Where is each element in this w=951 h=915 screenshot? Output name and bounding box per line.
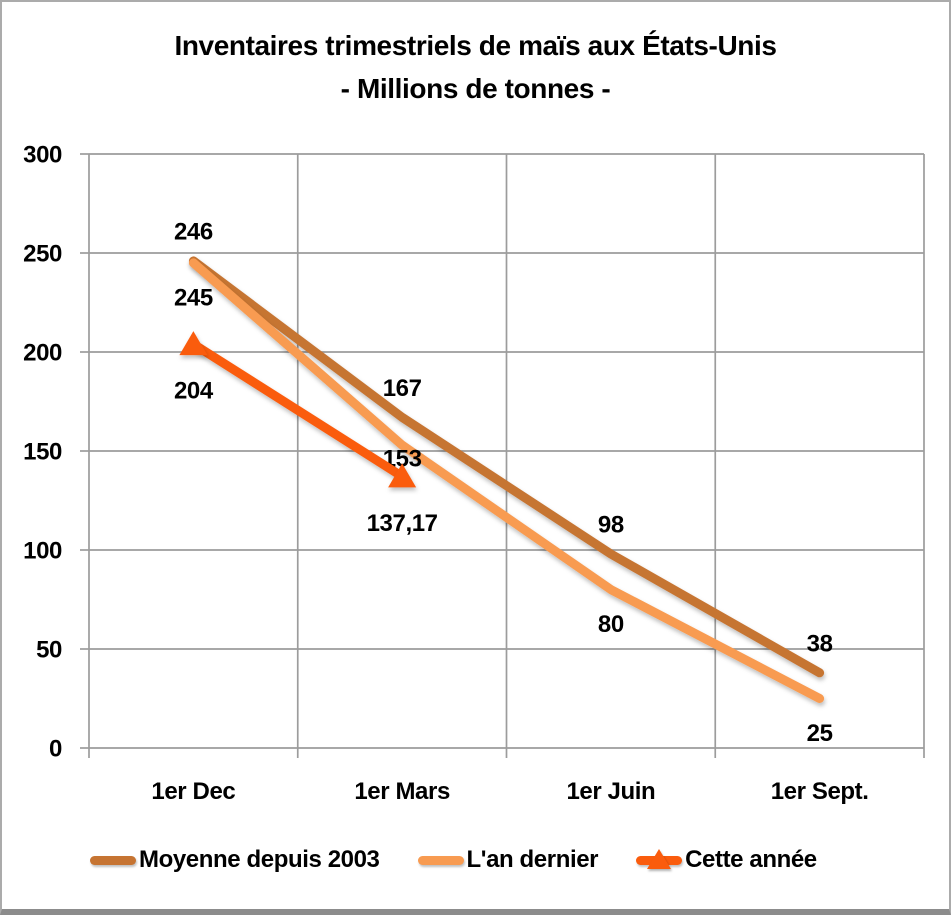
chart-title-line2: - Millions de tonnes - [340, 73, 611, 104]
triangle-marker-icon [388, 463, 417, 488]
data-label-l-an-dernier: 80 [598, 611, 624, 638]
data-label-moyenne-depuis-2003: 98 [598, 511, 624, 538]
x-category-label: 1er Juin [566, 778, 655, 805]
series-line-l-an-dernier [188, 258, 825, 703]
legend-label: Moyenne depuis 2003 [139, 846, 380, 873]
legend-label: L'an dernier [466, 846, 599, 873]
line-swatch-icon [417, 846, 464, 874]
legend-item-l-an-dernier: L'an dernier [417, 846, 599, 874]
y-tick-label: 150 [23, 439, 62, 466]
series-line-cette-ann-e [188, 339, 407, 481]
data-label-l-an-dernier: 245 [174, 284, 213, 311]
legend-item-cette-annee: Cette année [636, 846, 817, 874]
x-category-label: 1er Sept. [771, 778, 869, 805]
triangle-marker-icon [647, 849, 672, 869]
data-label-moyenne-depuis-2003: 38 [807, 630, 833, 657]
data-label-cette-ann-e: 204 [174, 378, 214, 405]
line-triangle-swatch-icon [636, 846, 683, 874]
legend-label: Cette année [685, 846, 817, 873]
x-category-label: 1er Dec [151, 778, 235, 805]
data-label-moyenne-depuis-2003: 167 [383, 375, 422, 402]
legend-item-moyenne-depuis-2003: Moyenne depuis 2003 [90, 846, 380, 874]
chart-title-line1: Inventaires trimestriels de maïs aux Éta… [174, 30, 777, 61]
legend: Moyenne depuis 2003 L'an dernier Cette a… [90, 846, 817, 874]
y-tick-label: 50 [36, 637, 62, 664]
line-swatch-icon [90, 846, 136, 874]
y-tick-label: 100 [23, 538, 62, 565]
line-swatch-bar [417, 855, 464, 865]
data-label-l-an-dernier: 25 [807, 720, 833, 747]
chart-title: Inventaires trimestriels de maïs aux Éta… [2, 24, 949, 110]
triangle-marker-icon [179, 331, 208, 356]
x-category-label: 1er Mars [354, 778, 450, 805]
y-tick-label: 250 [23, 241, 62, 268]
y-tick-label: 300 [23, 142, 62, 169]
line-swatch-bar [90, 855, 136, 865]
data-label-cette-ann-e: 137,17 [367, 510, 438, 537]
y-tick-label: 0 [49, 736, 62, 763]
series-line-moyenne-depuis-2003 [188, 256, 825, 678]
data-label-l-an-dernier: 153 [383, 446, 422, 473]
y-tick-label: 200 [23, 340, 62, 367]
data-label-moyenne-depuis-2003: 246 [174, 218, 213, 245]
